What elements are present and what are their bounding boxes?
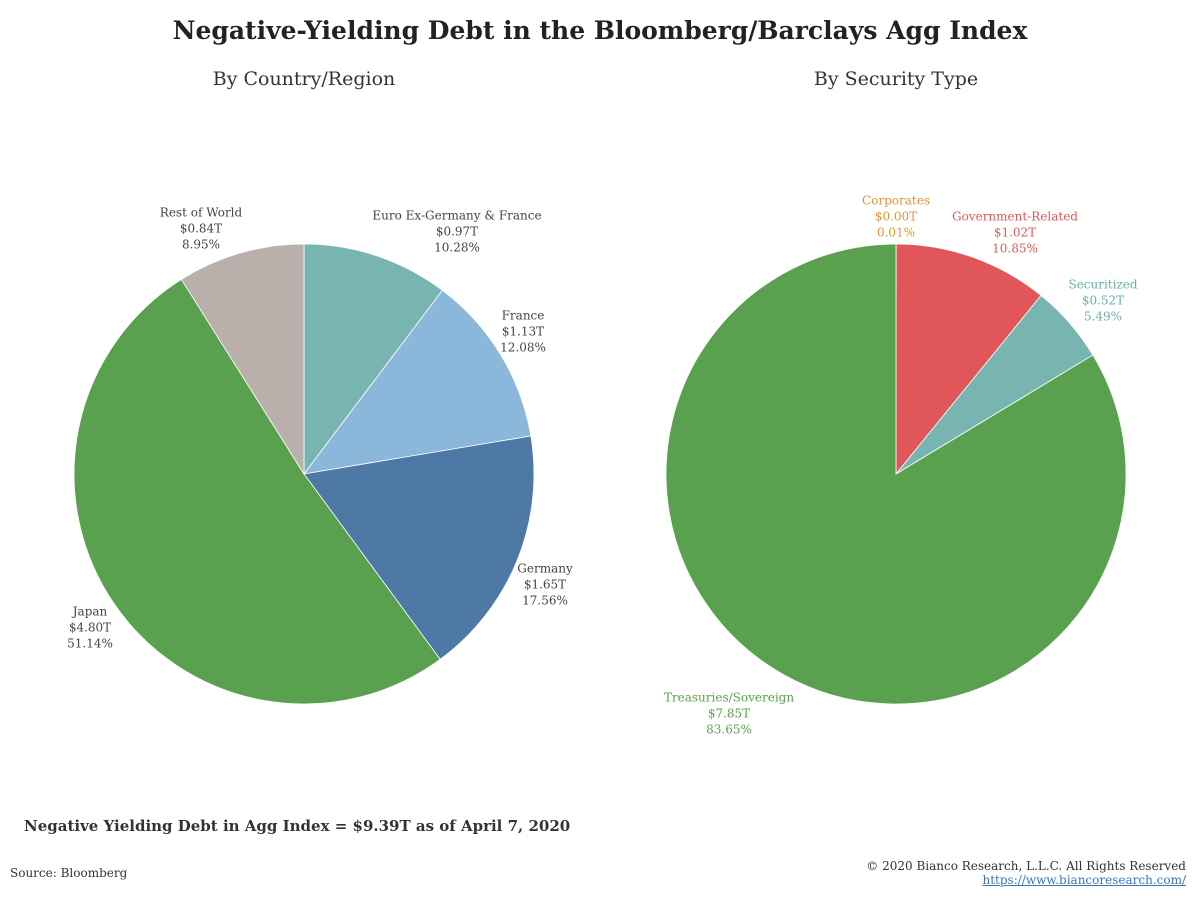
slice-label-pct-japan: 51.14%: [67, 637, 113, 651]
slice-label-value-japan: $4.80T: [69, 621, 111, 635]
slice-label-value-germany: $1.65T: [524, 578, 566, 592]
slice-label-pct-rest-of-world: 8.95%: [182, 238, 220, 252]
slice-label-pct-securitized: 5.49%: [1084, 310, 1122, 324]
pie-slice-rest-of-world: [180, 243, 305, 476]
pie-slice-treasuries-sovereign: [665, 243, 1127, 705]
chart-title: Negative-Yielding Debt in the Bloomberg/…: [172, 16, 1028, 45]
slice-label-name-france: France: [502, 309, 545, 323]
subtitle-country-region: By Country/Region: [212, 68, 396, 90]
slice-label-pct-government-related: 10.85%: [992, 242, 1038, 256]
slice-label-name-germany: Germany: [517, 562, 573, 576]
slice-label-name-securitized: Securitized: [1068, 278, 1137, 292]
pie-slice-government-related: [895, 243, 1042, 476]
slice-label-name-treasuries-sovereign: Treasuries/Sovereign: [664, 691, 794, 705]
slice-label-pct-euro-ex-germany-france: 10.28%: [434, 241, 480, 255]
pie-slice-germany: [303, 435, 535, 660]
slice-label-name-japan: Japan: [71, 605, 108, 619]
slice-label-value-government-related: $1.02T: [994, 226, 1036, 240]
slice-label-name-euro-ex-germany-france: Euro Ex-Germany & France: [372, 209, 541, 223]
slice-label-name-corporates: Corporates: [862, 194, 930, 208]
slice-label-value-securitized: $0.52T: [1082, 294, 1124, 308]
slice-label-pct-france: 12.08%: [500, 341, 546, 355]
source-note: Source: Bloomberg: [10, 866, 128, 880]
summary-note: Negative Yielding Debt in Agg Index = $9…: [24, 817, 571, 835]
slice-label-value-treasuries-sovereign: $7.85T: [708, 707, 750, 721]
slice-label-name-rest-of-world: Rest of World: [160, 206, 243, 220]
slice-label-value-rest-of-world: $0.84T: [180, 222, 222, 236]
pie-slice-japan: [73, 278, 441, 705]
subtitle-security-type: By Security Type: [813, 68, 979, 90]
pie-country-region: Euro Ex-Germany & France $0.97T 10.28% Fran…: [67, 206, 573, 705]
pie-slice-france: [303, 289, 532, 475]
slice-label-value-euro-ex-germany-france: $0.97T: [436, 225, 478, 239]
pie-security-type: Corporates $0.00T 0.01% Government-Related $…: [664, 194, 1138, 737]
slice-label-pct-germany: 17.56%: [522, 594, 568, 608]
slice-label-pct-corporates: 0.01%: [877, 226, 915, 240]
pie-slice-euro-ex-germany-france: [303, 243, 443, 476]
slice-label-name-government-related: Government-Related: [952, 210, 1078, 224]
website-link[interactable]: https://www.biancoresearch.com/: [982, 873, 1186, 887]
slice-label-pct-treasuries-sovereign: 83.65%: [706, 723, 752, 737]
copyright-note: © 2020 Bianco Research, L.L.C. All Right…: [866, 859, 1186, 873]
slice-label-value-france: $1.13T: [502, 325, 544, 339]
slice-label-value-corporates: $0.00T: [875, 210, 917, 224]
